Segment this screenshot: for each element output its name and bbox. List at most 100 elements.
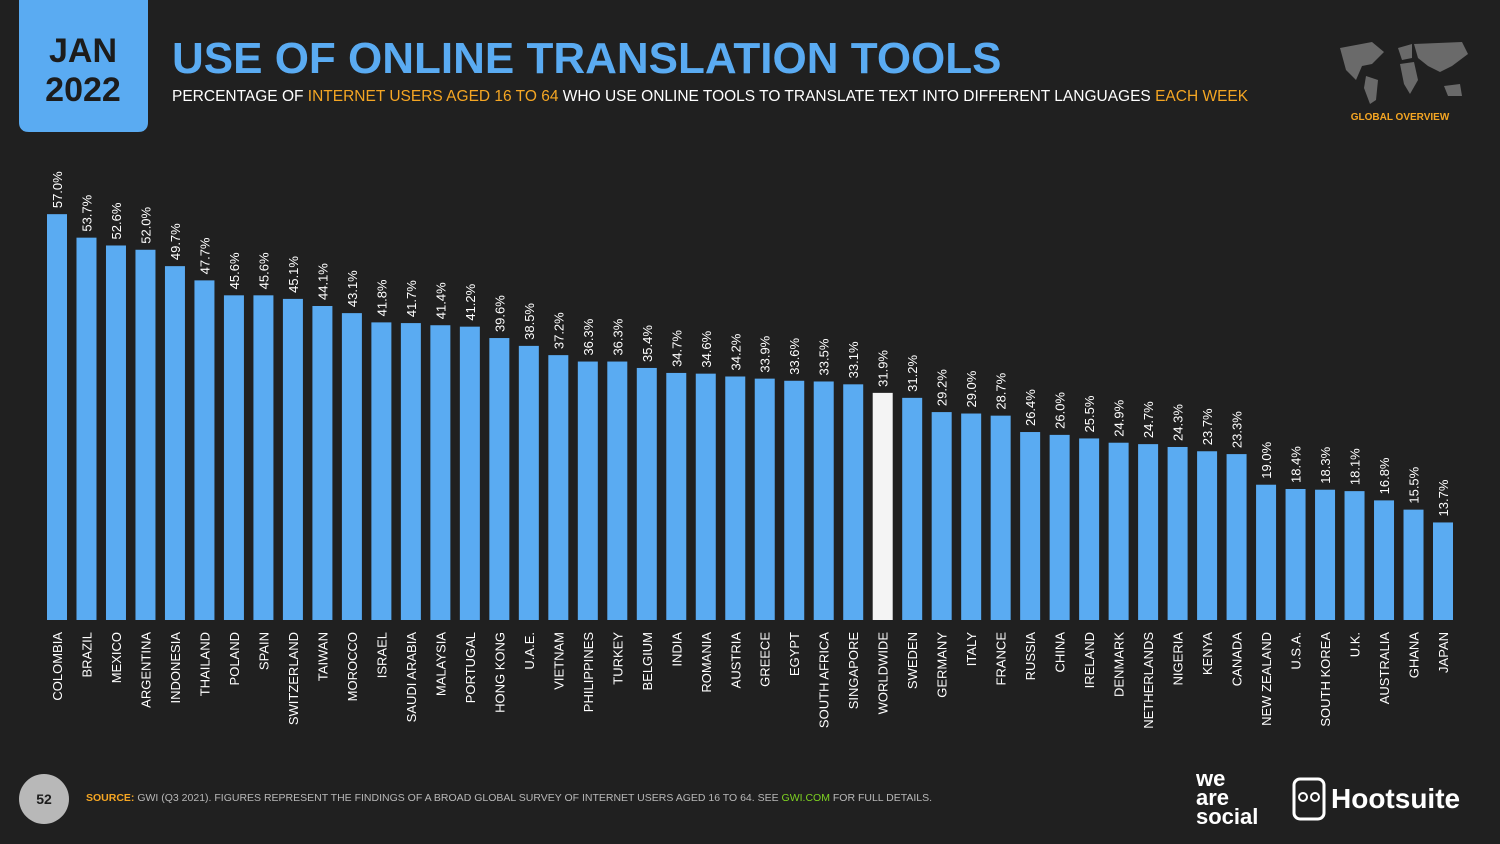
category-label: ISRAEL (374, 632, 389, 678)
value-label: 16.8% (1377, 457, 1392, 494)
bar (76, 237, 97, 620)
category-label: SAUDI ARABIA (404, 632, 419, 723)
bar (1197, 451, 1218, 620)
bar (754, 378, 775, 620)
bar (341, 313, 362, 620)
category-label: AUSTRIA (728, 632, 743, 689)
value-label: 41.8% (374, 279, 389, 316)
value-label: 19.0% (1259, 441, 1274, 478)
plot-area: 57.0% COLOMBIA 53.7% BRAZIL 52.6% MEXICO 52.0%… (47, 171, 1453, 729)
value-label: 33.5% (817, 338, 832, 375)
value-label: 35.4% (640, 325, 655, 362)
value-label: 18.4% (1289, 446, 1304, 483)
category-label: INDIA (669, 632, 684, 667)
bar (636, 367, 657, 620)
page-number-badge (19, 774, 69, 824)
value-label: 34.2% (728, 333, 743, 370)
bar (725, 376, 746, 620)
source: SOURCE: GWI (Q3 2021). FIGURES REPRESENT… (86, 792, 932, 804)
bar (164, 266, 185, 620)
hootsuite-owl-icon (1292, 777, 1326, 821)
category-label: SOUTH AFRICA (817, 632, 832, 728)
bar (813, 381, 834, 620)
logo-word: social (1196, 804, 1258, 829)
category-label: DENMARK (1112, 632, 1127, 697)
value-label: 39.6% (492, 295, 507, 332)
source-text: GWI (Q3 2021). FIGURES REPRESENT THE FIN… (137, 792, 778, 804)
value-label: 18.3% (1318, 446, 1333, 483)
category-label: TAIWAN (315, 632, 330, 681)
category-label: SOUTH KOREA (1318, 632, 1333, 727)
bar (253, 295, 274, 620)
bar (695, 373, 716, 620)
bar (105, 245, 126, 620)
category-label: MEXICO (109, 632, 124, 683)
bar (1256, 484, 1277, 620)
value-label: 36.3% (610, 318, 625, 355)
value-label: 26.0% (1053, 392, 1068, 429)
category-label: MOROCCO (345, 632, 360, 701)
we-are-social-logo: we are social (1195, 766, 1258, 829)
value-label: 24.9% (1112, 399, 1127, 436)
bar (489, 338, 510, 620)
bar (1020, 432, 1041, 620)
bar (1226, 454, 1247, 620)
value-label: 57.0% (50, 171, 65, 208)
value-label: 33.6% (787, 337, 802, 374)
value-label: 24.3% (1171, 404, 1186, 441)
page-number: 52 (36, 791, 52, 807)
category-label: PHILIPPINES (581, 632, 596, 713)
category-label: KENYA (1200, 632, 1215, 675)
value-label: 34.6% (699, 330, 714, 367)
value-label: 45.1% (286, 256, 301, 293)
bar (784, 380, 805, 620)
value-label: 45.6% (227, 252, 242, 289)
value-label: 23.3% (1230, 411, 1245, 448)
category-label: CHINA (1053, 632, 1068, 673)
bar (843, 384, 864, 620)
category-label: TURKEY (610, 632, 625, 685)
chart-title: USE OF ONLINE TRANSLATION TOOLS (172, 34, 1002, 83)
category-label: WORLDWIDE (876, 632, 891, 715)
category-label: FRANCE (994, 632, 1009, 686)
value-label: 41.7% (404, 280, 419, 317)
category-label: NEW ZEALAND (1259, 632, 1274, 726)
bar (1079, 438, 1100, 620)
bar (1433, 522, 1453, 620)
bar (400, 323, 421, 620)
value-label: 41.2% (463, 283, 478, 320)
category-label: U.K. (1348, 632, 1363, 657)
value-label: 37.2% (551, 312, 566, 349)
owl-eye (1298, 792, 1308, 802)
value-label: 24.7% (1141, 401, 1156, 438)
category-label: COLOMBIA (50, 632, 65, 701)
bar (1138, 444, 1159, 620)
value-label: 25.5% (1082, 395, 1097, 432)
bar (223, 295, 244, 620)
badge-label: GLOBAL OVERVIEW (1351, 112, 1450, 123)
category-label: VIETNAM (551, 632, 566, 690)
bar (1167, 446, 1188, 620)
value-label: 28.7% (994, 372, 1009, 409)
category-label: INDONESIA (168, 632, 183, 704)
subtitle-highlight: INTERNET USERS AGED 16 TO 64 (308, 88, 559, 105)
bar (961, 413, 982, 620)
category-label: ARGENTINA (138, 632, 153, 708)
bar (1403, 509, 1424, 620)
subtitle: PERCENTAGE OF INTERNET USERS AGED 16 TO … (172, 88, 1249, 105)
category-label: U.S.A. (1289, 632, 1304, 670)
value-label: 15.5% (1407, 466, 1422, 503)
bar (607, 361, 628, 620)
subtitle-highlight: EACH WEEK (1155, 88, 1249, 105)
bar (371, 322, 392, 620)
value-label: 52.0% (138, 206, 153, 243)
bar (312, 306, 333, 620)
bar (548, 355, 569, 620)
source-text: FOR FULL DETAILS. (833, 792, 932, 804)
bar (1049, 434, 1070, 620)
bar (135, 249, 156, 620)
logo-word: we (1195, 766, 1225, 791)
category-label: HONG KONG (492, 632, 507, 713)
category-label: MALAYSIA (433, 632, 448, 696)
value-label: 45.6% (256, 252, 271, 289)
